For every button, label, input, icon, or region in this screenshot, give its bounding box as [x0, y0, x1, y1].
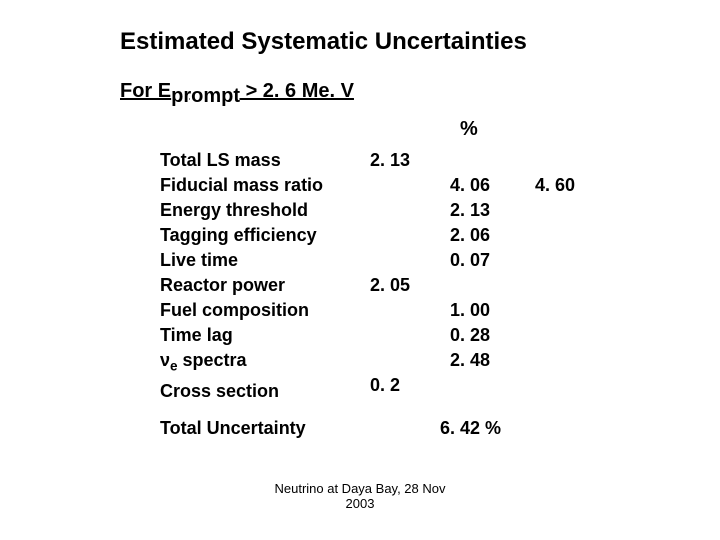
row-value-c1 [370, 323, 410, 348]
row-value-c1 [370, 223, 410, 248]
row-label: Total LS mass [160, 148, 323, 173]
row-value-c3 [535, 298, 575, 323]
subtitle-sub: prompt [171, 85, 240, 107]
labels-column: Total LS massFiducial mass ratioEnergy t… [160, 148, 323, 404]
row-value-c1 [370, 298, 410, 323]
row-value-c3 [535, 198, 575, 223]
row-value-c1: 0. 2 [370, 373, 410, 398]
row-value-c3 [535, 373, 575, 398]
row-value-c2: 1. 00 [450, 298, 490, 323]
row-value-c2 [450, 148, 490, 173]
row-label: Live time [160, 248, 323, 273]
row-label: Energy threshold [160, 198, 323, 223]
subtitle-suffix: > 2. 6 Me. V [240, 80, 354, 102]
values-column-3: 4. 60 [535, 148, 575, 398]
values-column-1: 2. 13 2. 05 0. 2 [370, 148, 410, 398]
row-label: νe spectra [160, 348, 323, 379]
row-label: Reactor power [160, 273, 323, 298]
row-label: Tagging efficiency [160, 223, 323, 248]
row-value-c2: 2. 13 [450, 198, 490, 223]
row-value-c2: 2. 06 [450, 223, 490, 248]
slide-subtitle: For Eprompt > 2. 6 Me. V [120, 80, 354, 108]
row-value-c3 [535, 248, 575, 273]
row-label: Fiducial mass ratio [160, 173, 323, 198]
row-value-c3 [535, 348, 575, 373]
row-value-c1 [370, 348, 410, 373]
row-value-c3 [535, 273, 575, 298]
values-column-2: 4. 062. 132. 060. 07 1. 000. 282. 48 [450, 148, 490, 398]
row-value-c1 [370, 173, 410, 198]
row-value-c1: 2. 13 [370, 148, 410, 173]
row-label: Fuel composition [160, 298, 323, 323]
row-label: Cross section [160, 379, 323, 404]
slide-footer: Neutrino at Daya Bay, 28 Nov 2003 [0, 481, 720, 512]
footer-line1: Neutrino at Daya Bay, 28 Nov [274, 481, 445, 496]
subtitle-prefix: For E [120, 80, 171, 102]
row-value-c2: 0. 28 [450, 323, 490, 348]
total-uncertainty-label: Total Uncertainty [160, 418, 306, 439]
row-value-c3: 4. 60 [535, 173, 575, 198]
row-value-c3 [535, 148, 575, 173]
row-value-c1 [370, 248, 410, 273]
slide-title: Estimated Systematic Uncertainties [120, 28, 527, 56]
footer-line2: 2003 [346, 496, 375, 511]
row-value-c2 [450, 273, 490, 298]
row-value-c3 [535, 223, 575, 248]
total-uncertainty-value: 6. 42 % [440, 418, 501, 439]
row-value-c2: 0. 07 [450, 248, 490, 273]
row-label: Time lag [160, 323, 323, 348]
row-value-c1: 2. 05 [370, 273, 410, 298]
row-value-c2: 4. 06 [450, 173, 490, 198]
row-value-c2: 2. 48 [450, 348, 490, 373]
row-value-c2 [450, 373, 490, 398]
percent-header: % [460, 118, 478, 141]
row-value-c1 [370, 198, 410, 223]
row-value-c3 [535, 323, 575, 348]
